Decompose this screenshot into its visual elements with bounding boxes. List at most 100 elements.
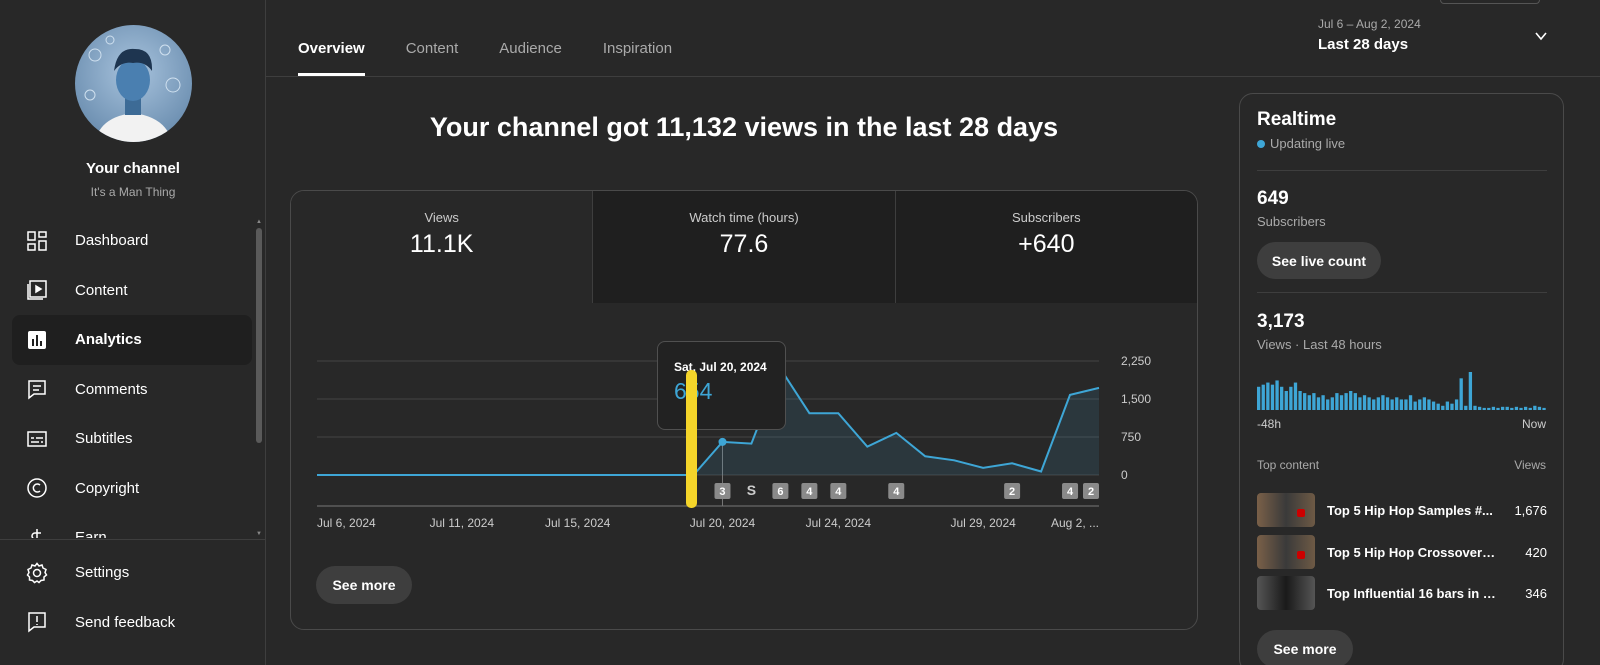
x-tick-label: Jul 24, 2024 xyxy=(806,516,872,530)
dashboard-icon xyxy=(26,230,48,252)
realtime-bar xyxy=(1533,405,1537,410)
see-more-button[interactable]: See more xyxy=(316,566,412,604)
channel-avatar[interactable] xyxy=(75,25,192,142)
metric-tabs: Views 11.1K Watch time (hours) 77.6 Subs… xyxy=(291,191,1197,303)
sidebar-item-content[interactable]: Content xyxy=(12,266,252,316)
video-views: 420 xyxy=(1525,544,1547,560)
tab-audience[interactable]: Audience xyxy=(499,40,562,57)
realtime-bar xyxy=(1477,406,1482,410)
tab-inspiration[interactable]: Inspiration xyxy=(602,40,673,57)
metric-label: Views xyxy=(424,210,459,225)
sidebar-item-label: Dashboard xyxy=(75,232,149,250)
realtime-bar xyxy=(1422,397,1427,410)
video-thumbnail xyxy=(1257,535,1315,569)
sidebar-item-label: Subtitles xyxy=(75,430,133,448)
realtime-bar xyxy=(1450,403,1454,410)
realtime-bar xyxy=(1459,378,1463,410)
realtime-views-value: 3,173 xyxy=(1257,311,1305,332)
chart-tooltip: Sat, Jul 20, 2024 654 xyxy=(657,341,786,430)
tab-content[interactable]: Content xyxy=(405,40,459,57)
realtime-bar xyxy=(1445,401,1450,410)
sidebar-item-subtitles[interactable]: Subtitles xyxy=(12,414,252,464)
top-content-label: Top content xyxy=(1257,458,1320,472)
sidebar-item-label: Analytics xyxy=(75,331,142,349)
sidebar-item-label: Earn xyxy=(75,529,107,538)
realtime-bar xyxy=(1510,407,1514,410)
upload-marker-count: 4 xyxy=(806,486,813,498)
views-chart[interactable]: 2,250 1,500 750 0 3 S 6 4 4 4 2 4 2 Jul 6, 2024 Jul 11… xyxy=(291,303,1197,543)
sidebar-item-send-feedback[interactable]: Send feedback xyxy=(12,598,252,648)
upload-marker xyxy=(772,483,789,499)
realtime-bar xyxy=(1376,397,1380,410)
realtime-bar xyxy=(1418,399,1422,410)
realtime-bar xyxy=(1289,386,1293,410)
metric-value: 77.6 xyxy=(719,230,769,258)
realtime-subscribers-label: Subscribers xyxy=(1257,214,1326,229)
date-range-label: Last 28 days xyxy=(1318,36,1409,53)
red-badge-icon xyxy=(1297,509,1305,517)
video-title: Top 5 Hip Hop Crossovers ... xyxy=(1327,544,1502,560)
top-content-item[interactable]: Top 5 Hip Hop Samples #... 1,676 xyxy=(1257,493,1547,527)
realtime-bar xyxy=(1316,397,1321,410)
realtime-bar xyxy=(1542,407,1546,410)
sidebar-item-copyright[interactable]: Copyright xyxy=(12,464,252,514)
sidebar-item-settings[interactable]: Settings xyxy=(12,548,252,598)
sidebar-scrollbar[interactable] xyxy=(256,228,262,443)
sidebar-item-analytics[interactable]: Analytics xyxy=(12,315,252,365)
realtime-bar xyxy=(1514,406,1519,410)
sidebar-item-earn[interactable]: Earn xyxy=(12,513,252,538)
tabs-divider xyxy=(266,76,1600,77)
scroll-down-arrow[interactable]: ▼ xyxy=(256,531,262,537)
tab-overview[interactable]: Overview xyxy=(298,40,365,76)
realtime-bar xyxy=(1339,395,1344,410)
sidebar-nav: Dashboard Content Analytics Comments Sub… xyxy=(12,216,252,538)
see-live-count-button[interactable]: See live count xyxy=(1257,242,1381,279)
realtime-bar xyxy=(1468,372,1473,410)
video-thumbnail xyxy=(1257,576,1315,610)
realtime-bar xyxy=(1312,393,1316,410)
metric-watch-time[interactable]: Watch time (hours) 77.6 xyxy=(592,191,895,303)
metric-subscribers[interactable]: Subscribers +640 xyxy=(894,191,1197,303)
realtime-bar xyxy=(1321,395,1325,410)
realtime-bar-chart[interactable] xyxy=(1257,372,1547,410)
upload-marker-count: 4 xyxy=(835,486,842,498)
realtime-bar xyxy=(1399,399,1403,410)
shorts-icon: S xyxy=(747,482,756,498)
sidebar-item-label: Copyright xyxy=(75,479,140,497)
realtime-bar xyxy=(1367,397,1371,410)
realtime-bar xyxy=(1372,399,1376,410)
sidebar-item-dashboard[interactable]: Dashboard xyxy=(12,216,252,266)
page-headline: Your channel got 11,132 views in the las… xyxy=(429,112,1059,142)
realtime-bar xyxy=(1404,399,1408,410)
top-content-item[interactable]: Top 5 Hip Hop Crossovers ... 420 xyxy=(1257,535,1547,569)
realtime-title: Realtime xyxy=(1257,109,1337,130)
upload-marker xyxy=(1083,483,1099,499)
video-title: Top Influential 16 bars in Hi... xyxy=(1327,585,1502,601)
live-dot-icon xyxy=(1257,139,1265,148)
metric-views[interactable]: Views 11.1K xyxy=(291,191,593,303)
top-button-edge[interactable] xyxy=(1440,0,1540,4)
top-content-item[interactable]: Top Influential 16 bars in Hi... 346 xyxy=(1257,576,1547,610)
views-area xyxy=(317,368,1099,475)
realtime-bar xyxy=(1427,399,1431,410)
video-title: Top 5 Hip Hop Samples #... xyxy=(1327,502,1493,518)
sidebar-item-comments[interactable]: Comments xyxy=(12,365,252,415)
upload-marker xyxy=(888,483,905,499)
realtime-bar xyxy=(1381,395,1385,410)
realtime-bar xyxy=(1330,397,1334,410)
highlight-point xyxy=(718,437,727,446)
copyright-icon xyxy=(26,477,48,499)
divider xyxy=(1257,292,1547,293)
scroll-up-arrow[interactable]: ▲ xyxy=(256,219,262,225)
top-content-views-header: Views xyxy=(1514,458,1546,472)
realtime-see-more-button[interactable]: See more xyxy=(1257,630,1353,665)
analytics-tabs: Overview Content Audience Inspiration xyxy=(298,40,713,76)
realtime-subscribers-value: 649 xyxy=(1257,188,1289,209)
red-badge-icon xyxy=(1297,551,1305,559)
realtime-bar xyxy=(1395,397,1399,410)
analytics-icon xyxy=(26,329,48,351)
date-range-picker[interactable]: Jul 6 – Aug 2, 2024 Last 28 days xyxy=(1318,17,1558,63)
channel-name: It's a Man Thing xyxy=(90,185,176,199)
realtime-bar xyxy=(1284,391,1288,410)
realtime-bar xyxy=(1390,399,1394,410)
